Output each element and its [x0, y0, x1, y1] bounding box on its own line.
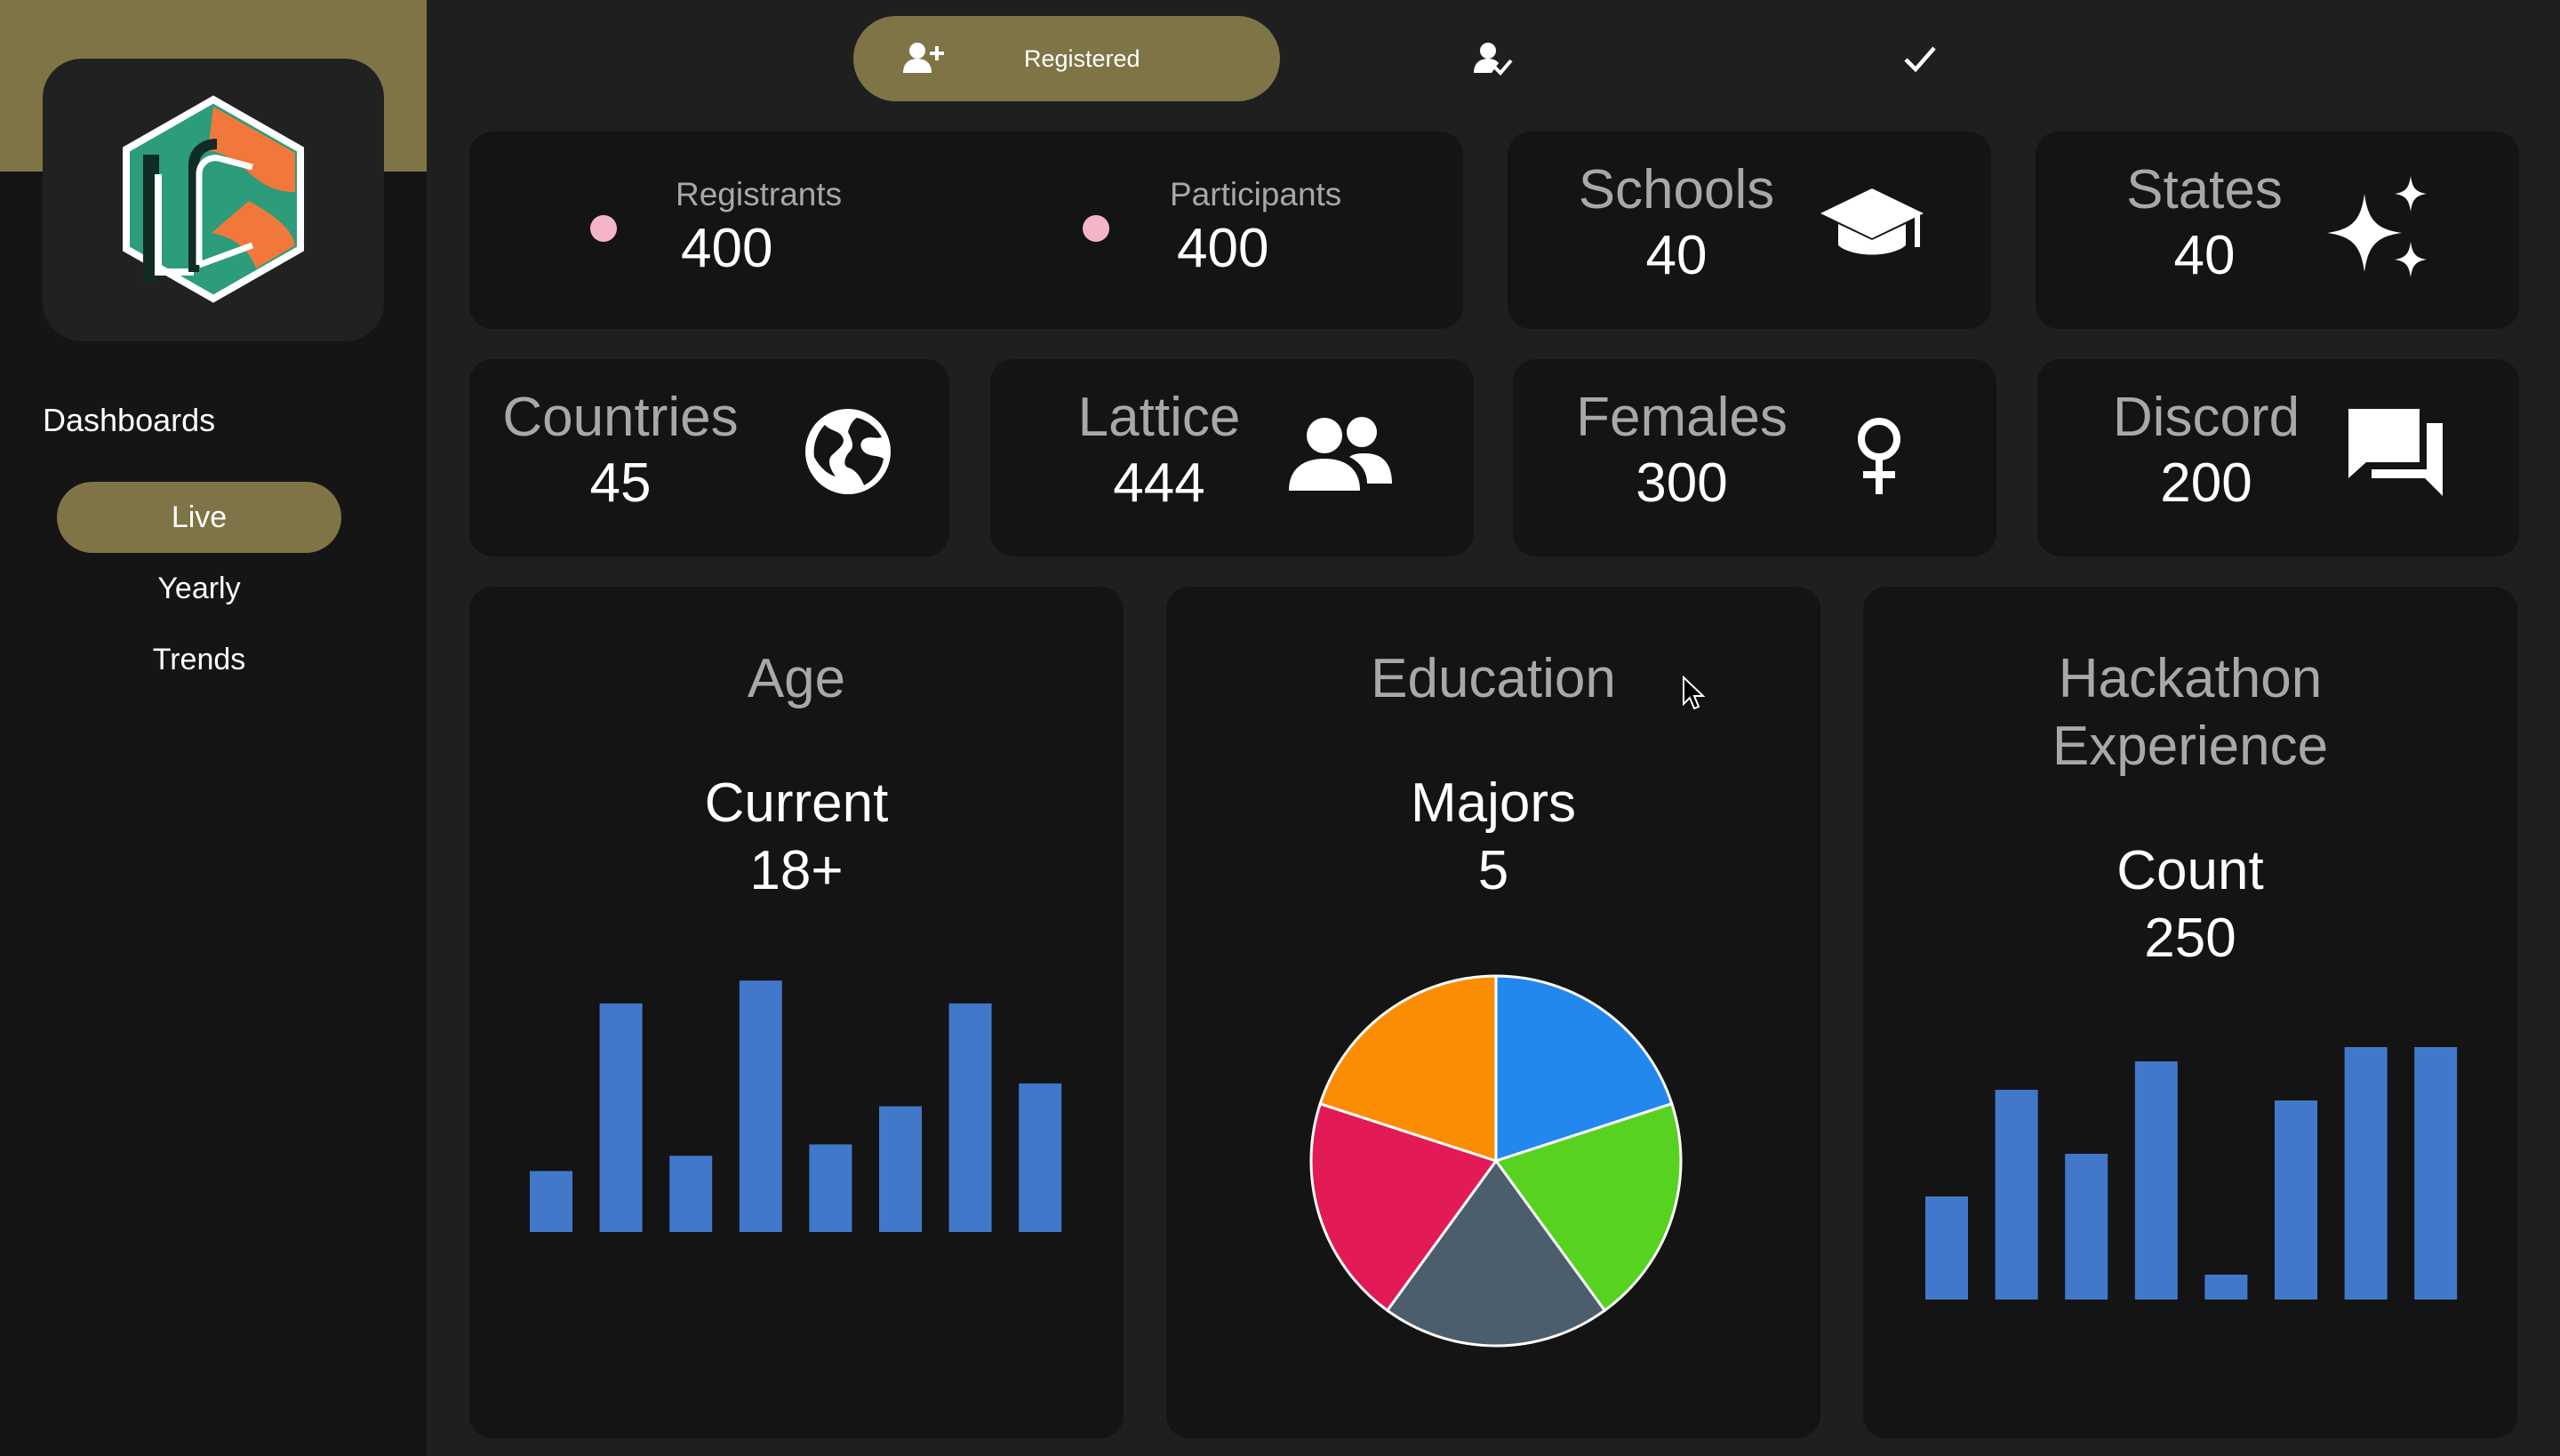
tab-registered[interactable]: Registered — [853, 16, 1280, 101]
sparkles-icon — [2327, 176, 2427, 277]
sidebar: Dashboards Live Yearly Trends — [0, 0, 427, 1456]
hackathon-experience-bar — [2344, 1047, 2388, 1300]
people-icon — [1289, 417, 1392, 491]
age-bar — [599, 1003, 643, 1232]
hackathon-experience-bar — [2414, 1047, 2458, 1300]
hackathon-experience-bar — [2275, 1100, 2317, 1300]
education-pie-chart — [1309, 974, 1683, 1348]
hackathon-experience-bar — [1925, 1196, 1968, 1300]
hackathon-chart-title-line1: Hackathon — [2058, 648, 2323, 709]
age-bar — [530, 1171, 572, 1232]
registrants-label: Registrants — [676, 176, 843, 212]
hackathon-experience-bar — [2134, 1061, 2178, 1300]
age-bar — [669, 1156, 713, 1232]
tab-attended[interactable] — [1449, 16, 1538, 101]
graduation-cap-icon — [1820, 188, 1924, 255]
states-label: States — [2126, 159, 2283, 220]
person-add-icon — [903, 43, 944, 73]
schools-card: Schools 40 — [1508, 132, 1991, 329]
participants-dot — [1083, 215, 1109, 242]
lattice-label: Lattice — [1077, 387, 1241, 448]
nav-item-trends[interactable]: Trends — [152, 643, 246, 676]
nav-item-yearly[interactable]: Yearly — [157, 572, 241, 605]
majors-value: 5 — [1477, 840, 1509, 901]
discord-label: Discord — [2112, 387, 2300, 448]
globe-icon — [805, 409, 891, 494]
female-symbol-icon — [1858, 418, 1900, 494]
count-label: Count — [2116, 840, 2264, 901]
females-value: 300 — [1636, 452, 1728, 514]
age-current-label: Current — [704, 772, 889, 834]
logo-icon — [123, 95, 304, 303]
age-bar — [739, 980, 782, 1232]
schools-value: 40 — [1645, 225, 1708, 286]
person-check-icon — [1474, 43, 1513, 76]
discord-card: Discord 200 — [2037, 359, 2519, 556]
states-value: 40 — [2173, 225, 2236, 286]
participants-label: Participants — [1170, 176, 1342, 212]
education-chart-title: Education — [1371, 648, 1616, 709]
age-chart-title: Age — [747, 648, 846, 709]
females-card: Females 300 — [1513, 359, 1996, 556]
age-bar — [879, 1106, 922, 1232]
registrants-value: 400 — [681, 218, 773, 279]
age-bar — [948, 1003, 992, 1232]
countries-card: Countries 45 — [469, 359, 949, 556]
lattice-value: 444 — [1113, 452, 1205, 514]
age-current-value: 18+ — [749, 840, 844, 901]
count-value: 250 — [2144, 908, 2236, 969]
hackathon-chart-title-line2: Experience — [2052, 716, 2329, 777]
discord-value: 200 — [2160, 452, 2252, 514]
age-bar — [809, 1144, 852, 1232]
education-pie-slice — [1493, 1101, 1683, 1313]
hackathon-chart-card: Hackathon Experience Count 250 — [1863, 587, 2517, 1438]
tab-registered-label: Registered — [1024, 45, 1140, 72]
age-bar-chart — [530, 980, 1062, 1232]
participants-value: 400 — [1177, 218, 1269, 279]
checkmark-icon — [1904, 46, 1936, 73]
majors-label: Majors — [1410, 772, 1577, 834]
age-bar — [1019, 1083, 1062, 1232]
age-chart-card: Age Current 18+ — [469, 587, 1124, 1438]
mouse-cursor-icon — [1683, 676, 1705, 710]
registrants-participants-card: Registrants 400 Participants 400 — [469, 132, 1463, 329]
education-pie-slice — [1309, 1101, 1499, 1313]
states-card: States 40 — [2036, 132, 2519, 329]
hackathon-bar-chart — [1925, 1047, 2458, 1300]
nav-heading: Dashboards — [43, 402, 216, 438]
tab-done[interactable] — [1876, 16, 1964, 101]
education-pie-slice — [1494, 974, 1674, 1164]
education-chart-card: Education Majors 5 — [1166, 587, 1820, 1438]
countries-value: 45 — [589, 452, 652, 514]
hackathon-experience-bar — [1995, 1090, 2038, 1300]
lattice-card: Lattice 444 — [990, 359, 1474, 556]
logo-card — [43, 59, 384, 341]
schools-label: Schools — [1578, 159, 1775, 220]
hackathon-experience-bar — [2065, 1154, 2108, 1300]
countries-label: Countries — [502, 387, 739, 448]
females-label: Females — [1576, 387, 1788, 448]
nav-item-live[interactable]: Live — [57, 482, 341, 553]
chat-icon — [2348, 409, 2443, 496]
education-pie-slice — [1385, 1158, 1607, 1348]
hackathon-experience-bar — [2204, 1275, 2248, 1300]
education-pie-slice — [1318, 974, 1498, 1164]
registrants-dot — [590, 215, 617, 242]
